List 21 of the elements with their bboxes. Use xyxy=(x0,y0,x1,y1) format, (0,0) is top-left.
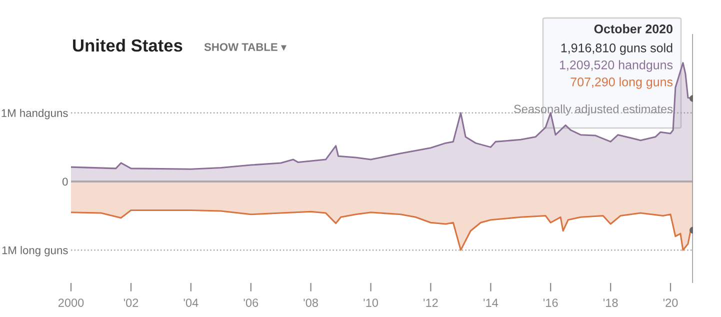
annotation: SHOW TABLE ▾ xyxy=(204,43,286,51)
annotation: 707,290 long guns xyxy=(570,77,673,89)
x-tick-label: '14 xyxy=(484,298,498,307)
x-tick-label: '20 xyxy=(663,298,678,307)
x-tick-label: '06 xyxy=(244,298,258,307)
y-tick-label: 0 xyxy=(62,178,68,186)
y-tick-label: 1M long guns xyxy=(2,246,68,256)
chart-title: United States xyxy=(73,38,182,52)
annotation: 1,916,810 guns sold xyxy=(561,43,672,55)
x-tick-label: 2000 xyxy=(58,298,84,307)
text: October 2020 xyxy=(594,24,672,34)
x-tick-label: '10 xyxy=(364,298,378,307)
x-tick-label: '16 xyxy=(544,298,558,307)
x-tick-label: '04 xyxy=(184,298,198,307)
x-tick-label: '08 xyxy=(304,298,318,307)
x-tick-label: '18 xyxy=(604,298,618,307)
y-tick-label: 1M handguns xyxy=(2,108,68,120)
x-tick-label: '12 xyxy=(424,298,438,307)
x-tick-label: '02 xyxy=(124,298,138,307)
annotation: 1,209,520 handguns xyxy=(560,60,673,72)
annotation: Seasonally adjusted estimates xyxy=(514,104,673,116)
